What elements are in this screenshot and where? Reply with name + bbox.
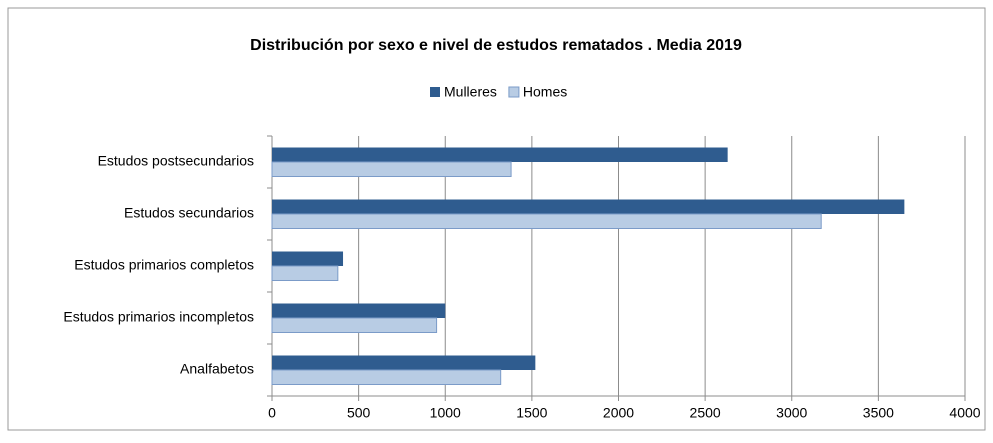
- bar: [271, 317, 438, 333]
- y-tick-label: Estudos primarios incompletos: [63, 309, 254, 325]
- legend-swatch: [508, 86, 520, 98]
- x-tick-label: 2000: [603, 405, 634, 421]
- x-tick-label: 3000: [776, 405, 807, 421]
- x-tick-label: 3500: [863, 405, 894, 421]
- legend-label: Homes: [523, 84, 567, 100]
- bar: [272, 303, 446, 318]
- chart-title: Distribución por sexo e nivel de estudos…: [250, 37, 742, 54]
- x-tick-label: 2500: [690, 405, 721, 421]
- bar: [272, 355, 536, 370]
- bar: [271, 369, 502, 385]
- bar: [271, 265, 339, 281]
- bar: [271, 161, 512, 177]
- x-tick-label: 500: [347, 405, 371, 421]
- x-tick-label: 4000: [949, 405, 980, 421]
- x-tick-label: 1500: [516, 405, 547, 421]
- y-tick-label: Estudos primarios completos: [74, 257, 254, 273]
- bar: [272, 199, 905, 214]
- y-tick-label: Estudos secundarios: [124, 205, 254, 221]
- y-tick-label: Analfabetos: [180, 361, 254, 377]
- bar: [271, 213, 822, 229]
- legend-label: Mulleres: [444, 84, 497, 100]
- x-tick-label: 0: [268, 405, 276, 421]
- bar: [272, 147, 728, 162]
- legend-swatch: [430, 87, 440, 97]
- bar: [272, 251, 344, 266]
- y-tick-label: Estudos postsecundarios: [98, 153, 254, 169]
- x-tick-label: 1000: [430, 405, 461, 421]
